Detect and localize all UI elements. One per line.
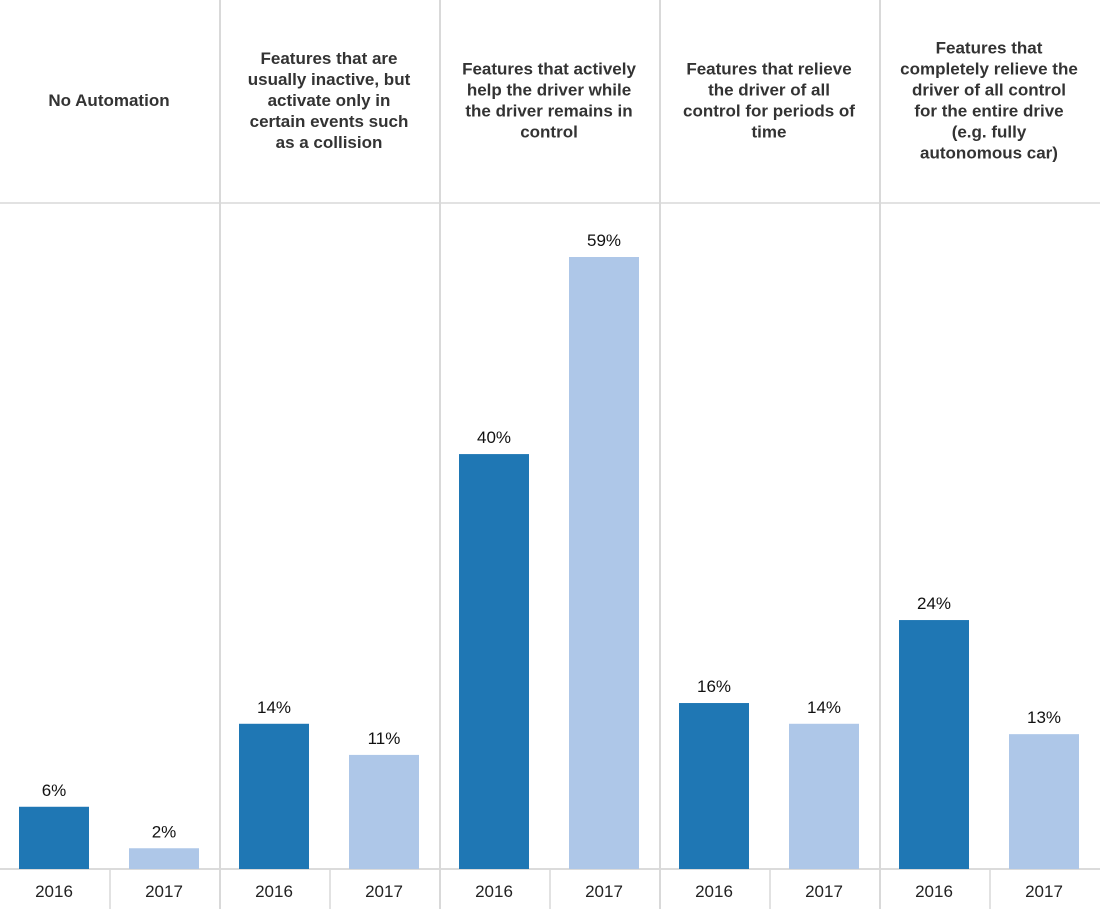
group-header-line: (e.g. fully (952, 123, 1027, 142)
group-header: Features that are usually inactive, but ac… (248, 49, 411, 152)
bar-2016 (899, 620, 969, 869)
group-header-line: time (752, 123, 787, 142)
group-header-line: Features that relieve (686, 60, 851, 79)
data-label: 59% (587, 231, 621, 250)
group-header: Features that relieve the driver of all co… (683, 60, 855, 142)
group-header-line: control (520, 123, 578, 142)
data-label: 40% (477, 428, 511, 447)
x-tick-label: 2017 (1025, 882, 1063, 901)
group-header-line: as a collision (276, 133, 383, 152)
group-header-line: the driver of all (708, 81, 830, 100)
data-label: 13% (1027, 708, 1061, 727)
bar-2017 (349, 754, 419, 869)
group-header-line: help the driver while (467, 81, 631, 100)
x-tick-label: 2017 (365, 882, 403, 901)
data-label: 11% (368, 729, 401, 748)
bar-2017 (569, 257, 639, 869)
group-header-line: driver of all control (912, 81, 1066, 100)
x-tick-label: 2016 (695, 882, 733, 901)
group-header-line: activate only in (268, 91, 391, 110)
x-tick-label: 2017 (145, 882, 183, 901)
x-tick-label: 2016 (35, 882, 73, 901)
group-header: Features that completely relieve the drive… (900, 39, 1078, 163)
bar-2017 (789, 723, 859, 869)
bar-2016 (239, 723, 309, 869)
bar-2017 (129, 848, 199, 869)
data-label: 2% (152, 822, 177, 841)
group-header-line: autonomous car) (920, 144, 1058, 163)
bar-2016 (459, 454, 529, 869)
group-header: Features that actively help the driver wh… (462, 60, 636, 142)
x-tick-label: 2017 (585, 882, 623, 901)
x-tick-label: 2016 (255, 882, 293, 901)
data-label: 24% (917, 594, 951, 613)
x-tick-label: 2017 (805, 882, 843, 901)
group-header-line: completely relieve the (900, 60, 1078, 79)
data-label: 16% (697, 677, 731, 696)
group-header-line: for the entire drive (914, 102, 1063, 121)
group-header: No Automation (48, 91, 169, 110)
group-header-line: Features that (936, 39, 1043, 58)
group-header-line: certain events such (250, 112, 409, 131)
x-tick-label: 2016 (915, 882, 953, 901)
group-header-line: usually inactive, but (248, 70, 411, 89)
group-header-line: the driver remains in (465, 102, 632, 121)
data-label: 14% (807, 698, 841, 717)
x-tick-label: 2016 (475, 882, 513, 901)
data-label: 14% (257, 698, 291, 717)
group-header-line: control for periods of (683, 102, 855, 121)
bar-2017 (1009, 734, 1079, 869)
group-header-line: Features that are (261, 49, 398, 68)
bar-2016 (679, 703, 749, 869)
group-header-line: Features that actively (462, 60, 636, 79)
data-label: 6% (42, 781, 67, 800)
bar-2016 (19, 806, 89, 869)
group-header-line: No Automation (48, 91, 169, 110)
